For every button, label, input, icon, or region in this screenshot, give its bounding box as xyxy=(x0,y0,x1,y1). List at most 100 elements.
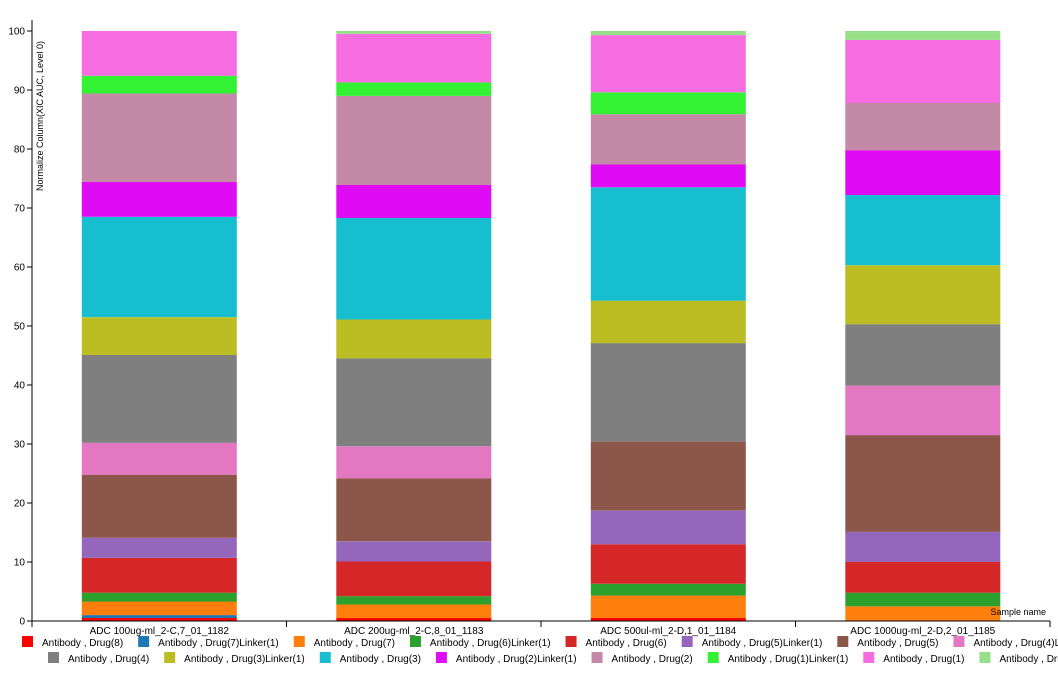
bars-layer xyxy=(81,31,1001,622)
bar-segment xyxy=(81,216,237,318)
legend-item: Antibody , Drug(3) xyxy=(319,652,421,665)
bar-segment xyxy=(81,354,237,443)
y-tick-label: 30 xyxy=(14,440,26,451)
bar-segment xyxy=(336,319,492,359)
legend-item: Antibody , Drug(6) xyxy=(565,636,667,649)
bar-segment xyxy=(845,150,1001,195)
bar-segment xyxy=(845,324,1001,386)
bar-segment xyxy=(845,606,1001,622)
x-tick-label: ADC 100ug-ml_2-C,7_01_1182 xyxy=(90,626,230,637)
legend-label: Antibody , Drug(1)Linker(1) xyxy=(728,654,849,665)
bar-segment xyxy=(336,561,492,597)
y-axis-label: Normalize Column(XIC AUC, Level 0) xyxy=(35,41,45,191)
legend-item: Antibody , Drug(2) xyxy=(591,652,693,665)
legend: Antibody , Drug(8) Antibody , Drug(7)Link… xyxy=(22,636,1058,665)
legend-label: Antibody , Drug(5)Linker(1) xyxy=(702,638,823,649)
bar-segment xyxy=(336,358,492,447)
y-tick-label: 70 xyxy=(14,204,26,215)
bar-segment xyxy=(590,343,746,442)
bar-segment xyxy=(845,385,1001,436)
legend-label: Antibody , Drug(2) xyxy=(612,654,693,665)
bar-segment xyxy=(845,562,1001,593)
y-tick-label: 80 xyxy=(14,145,26,156)
bar-segment xyxy=(336,82,492,96)
legend-label: Antibody , Drug(6) xyxy=(586,638,667,649)
legend-swatch xyxy=(863,652,875,663)
bar-segment xyxy=(81,442,237,475)
legend-label: Antibody , Drug(6)Linker(1) xyxy=(430,638,551,649)
y-tick-label: 20 xyxy=(14,499,26,510)
legend-swatch xyxy=(979,652,991,663)
legend-label: Antibody , Drug(1) xyxy=(883,654,964,665)
bar-segment xyxy=(336,541,492,562)
legend-item: Antibody , Drug(4)Linker(1) xyxy=(953,636,1058,649)
legend-swatch xyxy=(953,636,965,647)
bar-segment xyxy=(81,618,237,621)
bar-segment xyxy=(845,103,1001,151)
legend-item: Antibody , Drug(3)Linker(1) xyxy=(164,652,305,665)
legend-swatch xyxy=(138,636,150,647)
legend-swatch xyxy=(319,652,331,663)
y-tick-label: 60 xyxy=(14,263,26,274)
legend-label: Antibody , Drug(7)Linker(1) xyxy=(158,638,279,649)
legend-item: Antibody , Drug(2)Linker(1) xyxy=(435,652,577,665)
y-tick-label: 100 xyxy=(8,27,25,38)
bar-segment xyxy=(590,92,746,115)
x-axis-label: Sample name xyxy=(990,607,1046,617)
legend-item: Antibody , Drug(7) xyxy=(293,636,395,649)
bar-segment xyxy=(336,218,492,320)
legend-swatch xyxy=(22,636,33,647)
legend-label: Antibody , Drug(8) xyxy=(42,638,123,649)
bar-segment xyxy=(336,95,492,185)
legend-swatch xyxy=(435,652,447,663)
bar-segment xyxy=(336,185,492,218)
legend-swatch xyxy=(565,636,577,647)
legend-swatch xyxy=(293,636,305,647)
legend-swatch xyxy=(681,636,693,647)
bar-segment xyxy=(336,478,492,542)
legend-swatch xyxy=(48,652,59,663)
bar-segment xyxy=(590,114,746,165)
y-ticks: 0 10 20 30 40 50 60 70 80 90 100 xyxy=(8,27,32,628)
bar-segment xyxy=(81,182,237,217)
legend-item: Antibody , Drug(7)Linker(1) xyxy=(138,636,279,649)
legend-swatch xyxy=(707,652,719,663)
legend-item: Antibody , Drug(4) xyxy=(48,652,149,665)
legend-swatch xyxy=(164,652,176,663)
legend-item: Antibody , Drug(8) xyxy=(22,636,123,649)
y-tick-label: 50 xyxy=(14,322,26,333)
bar-segment xyxy=(590,187,746,301)
legend-label: Antibody , Drug(7) xyxy=(314,638,395,649)
legend-label: Antibody , Drug(4)Linker(1) xyxy=(973,638,1058,649)
bar-segment xyxy=(336,446,492,479)
y-tick-label: 10 xyxy=(14,558,26,569)
bar-segment xyxy=(590,35,746,93)
bar-segment xyxy=(336,31,492,34)
x-tick-label: ADC 200ug-ml_2-C,8_01_1183 xyxy=(344,626,484,637)
bar-segment xyxy=(590,583,746,596)
bar-segment xyxy=(81,615,237,618)
legend-swatch xyxy=(409,636,421,647)
legend-label: Antibody , Drug(0) xyxy=(999,654,1058,665)
bar-segment xyxy=(590,510,746,545)
bar-segment xyxy=(81,93,237,182)
legend-label: Antibody , Drug(5) xyxy=(857,638,938,649)
bar-segment xyxy=(81,557,237,593)
bar-segment xyxy=(81,592,237,602)
legend-label: Antibody , Drug(3)Linker(1) xyxy=(184,654,305,665)
bar-segment xyxy=(590,595,746,618)
y-tick-label: 0 xyxy=(19,617,25,628)
x-tick-label: ADC 500ul-ml_2-D,1_01_1184 xyxy=(600,626,736,637)
bar-segment xyxy=(81,317,237,355)
bar-segment xyxy=(845,39,1001,103)
bar-segment xyxy=(845,592,1001,607)
legend-item: Antibody , Drug(5) xyxy=(837,636,938,649)
bar-segment xyxy=(336,618,492,621)
bar-segment xyxy=(590,618,746,621)
bar-segment xyxy=(81,75,237,94)
bar-segment xyxy=(845,265,1001,325)
bar-segment xyxy=(590,544,746,584)
bar-segment xyxy=(81,31,237,76)
